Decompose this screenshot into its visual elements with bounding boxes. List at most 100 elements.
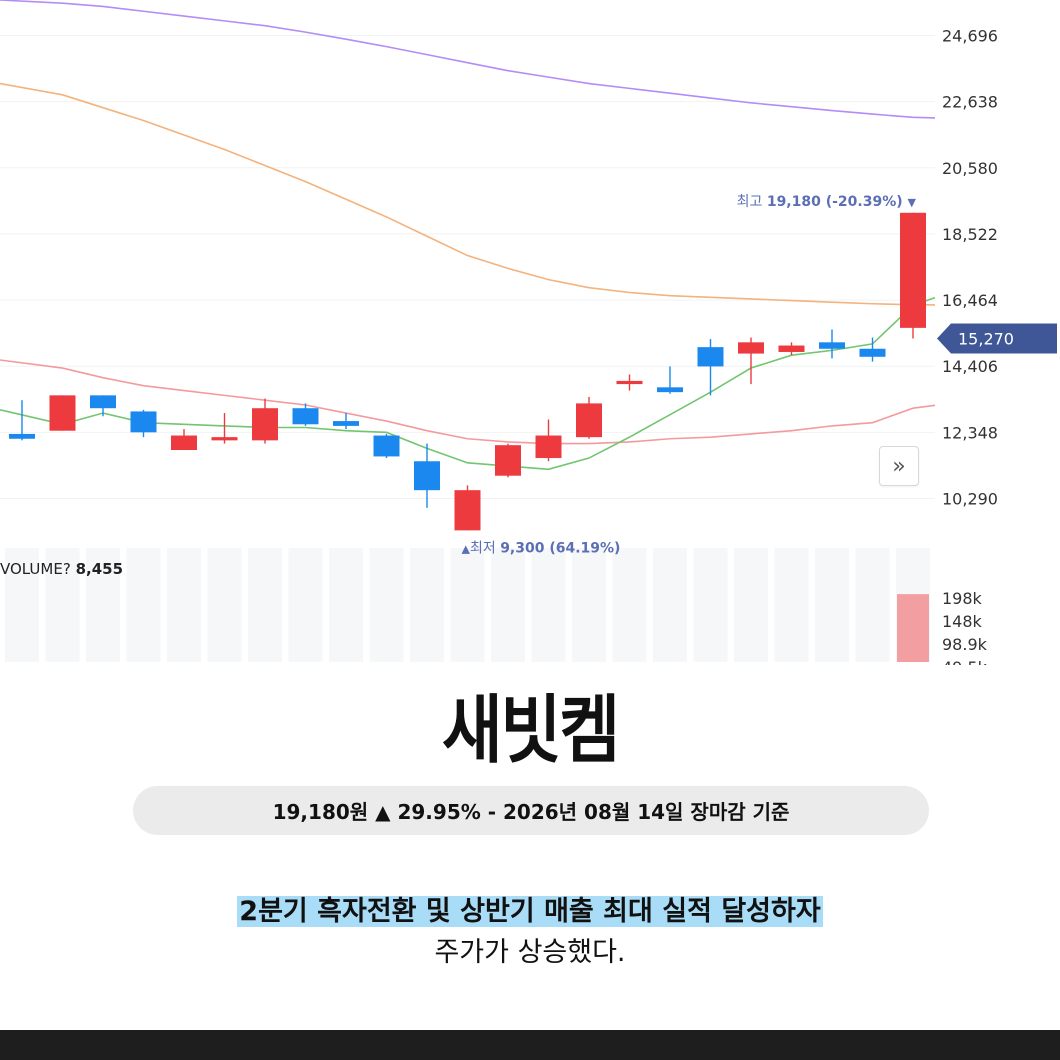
double-chevron-right-icon: » (892, 453, 906, 479)
ma-line-purple (0, 0, 936, 119)
ma-line-orange (0, 82, 936, 306)
volume-column (5, 548, 39, 662)
candle (495, 443, 521, 478)
candle (90, 395, 116, 417)
volume-column (248, 548, 282, 662)
candle-body (535, 435, 562, 459)
footer-bar (0, 1030, 1060, 1060)
scroll-right-button[interactable]: » (879, 446, 919, 486)
candle (333, 413, 359, 430)
candle-body (859, 348, 886, 357)
candle-body (738, 342, 764, 354)
candle (576, 396, 602, 439)
stock-chart: 198k 148k 98.9k 49.5k 24,696 22,638 20,580 18,… (0, 0, 1057, 665)
candle-body (778, 345, 805, 352)
volume-column (126, 548, 161, 662)
high-label: 최고 (737, 194, 767, 210)
volume-value: 8,455 (75, 560, 124, 578)
candle (819, 329, 845, 359)
candle (859, 337, 886, 362)
price-axis: 24,696 22,638 20,580 18,522 16,464 14,406 12,3… (942, 26, 998, 508)
candle-body (697, 347, 724, 367)
candle-body (819, 342, 845, 349)
volume-label: VOLUME? 8,455 (0, 560, 123, 578)
volume-column (693, 548, 728, 662)
candle (49, 395, 76, 431)
volume-column (531, 548, 566, 662)
price-info-pill: 19,180원 ▲ 29.95% - 2026년 08월 14일 장마감 기준 (133, 786, 929, 835)
high-arrow: ▼ (908, 196, 917, 209)
candle (454, 485, 481, 531)
candle (616, 374, 643, 391)
volume-column (855, 548, 890, 662)
volume-tick-label: 198k (942, 589, 983, 608)
candle-body (90, 395, 116, 409)
candle (9, 400, 35, 441)
candle-body (454, 490, 481, 531)
headline-text: 2분기 흑자전환 및 상반기 매출 최대 실적 달성하자 (237, 896, 823, 927)
y-tick-label: 14,406 (942, 357, 998, 376)
y-tick-label: 10,290 (942, 490, 998, 509)
headline: 2분기 흑자전환 및 상반기 매출 최대 실적 달성하자 (0, 893, 1060, 931)
low-value: 9,300 (64.19%) (500, 540, 620, 556)
candle-body (657, 387, 683, 393)
candle (171, 429, 197, 450)
candle-body (616, 380, 643, 385)
candle (414, 443, 440, 508)
y-tick-label: 12,348 (942, 423, 998, 442)
y-tick-label: 20,580 (942, 159, 998, 178)
candle-body (292, 408, 319, 425)
ma-line-red (0, 359, 936, 445)
candle-body (130, 411, 157, 433)
volume-column (86, 548, 120, 662)
candle-body (576, 403, 602, 438)
candle-body (495, 445, 521, 476)
candle-body (252, 408, 278, 441)
candle (373, 433, 400, 459)
volume-label-text: VOLUME? (0, 560, 71, 578)
volume-tick-label: 98.9k (942, 635, 988, 654)
high-value: 19,180 (-20.39%) (767, 194, 908, 210)
candle (900, 212, 926, 339)
price-info-text: 19,180원 ▲ 29.95% - 2026년 08월 14일 장마감 기준 (272, 800, 790, 824)
candle-body (414, 461, 440, 491)
candle-body (333, 421, 359, 426)
low-annotation: ▲최저 9,300 (64.19%) (462, 540, 621, 556)
volume-tick-label: 49.5k (942, 658, 988, 665)
candle (657, 366, 683, 394)
volume-column (653, 548, 687, 662)
candle (697, 339, 724, 396)
candle (292, 403, 319, 426)
candles (9, 212, 926, 531)
volume-column (450, 548, 485, 662)
volume-column (45, 548, 80, 662)
low-label: 최저 (470, 540, 500, 556)
candle (738, 337, 764, 385)
volume-column (369, 548, 404, 662)
candle-body (171, 435, 197, 450)
y-tick-label: 22,638 (942, 93, 998, 112)
candle (211, 413, 238, 444)
ma-line-green (0, 296, 936, 471)
candle (535, 419, 562, 462)
volume-bar (897, 594, 929, 662)
volume-column (167, 548, 201, 662)
annotations: 최고 19,180 (-20.39%) ▼ ▲최저 9,300 (64.19%) 1… (462, 194, 1057, 556)
y-tick-label: 18,522 (942, 225, 998, 244)
current-price-text: 15,270 (958, 329, 1014, 348)
chart-svg: 198k 148k 98.9k 49.5k 24,696 22,638 20,580 18,… (0, 0, 1057, 665)
candle-body (211, 437, 238, 441)
volume-panel: 198k 148k 98.9k 49.5k (5, 548, 988, 665)
volume-column (572, 548, 606, 662)
y-tick-label: 24,696 (942, 26, 998, 45)
candle (252, 398, 278, 444)
candle (130, 409, 157, 438)
volume-column (288, 548, 323, 662)
stock-name: 새빗켐 (441, 687, 620, 774)
y-tick-label: 16,464 (942, 291, 998, 310)
candle (778, 342, 805, 356)
candle-body (900, 212, 926, 328)
volume-column (774, 548, 809, 662)
grid-lines (0, 34, 935, 500)
volume-column (410, 548, 444, 662)
